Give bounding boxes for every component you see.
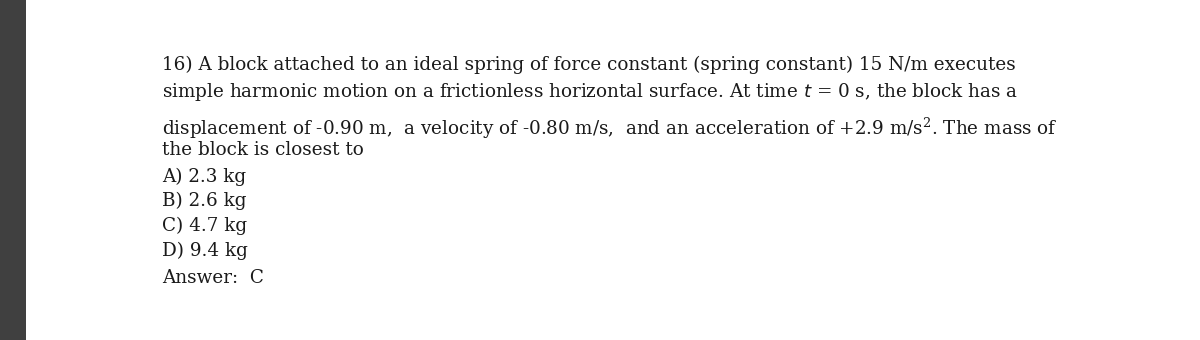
Text: A) 2.3 kg: A) 2.3 kg: [162, 167, 246, 186]
Text: the block is closest to: the block is closest to: [162, 141, 364, 159]
Text: D) 9.4 kg: D) 9.4 kg: [162, 242, 248, 260]
Text: 16) A block attached to an ideal spring of force constant (spring constant) 15 N: 16) A block attached to an ideal spring …: [162, 56, 1015, 74]
Text: simple harmonic motion on a frictionless horizontal surface. At time $t$ = 0 s, : simple harmonic motion on a frictionless…: [162, 81, 1019, 103]
Text: Answer:  C: Answer: C: [162, 269, 264, 287]
Text: B) 2.6 kg: B) 2.6 kg: [162, 192, 246, 210]
Text: displacement of -0.90 m,  a velocity of -0.80 m/s,  and an acceleration of +2.9 : displacement of -0.90 m, a velocity of -…: [162, 116, 1057, 141]
Bar: [0, 0, 26, 340]
Text: C) 4.7 kg: C) 4.7 kg: [162, 217, 247, 235]
